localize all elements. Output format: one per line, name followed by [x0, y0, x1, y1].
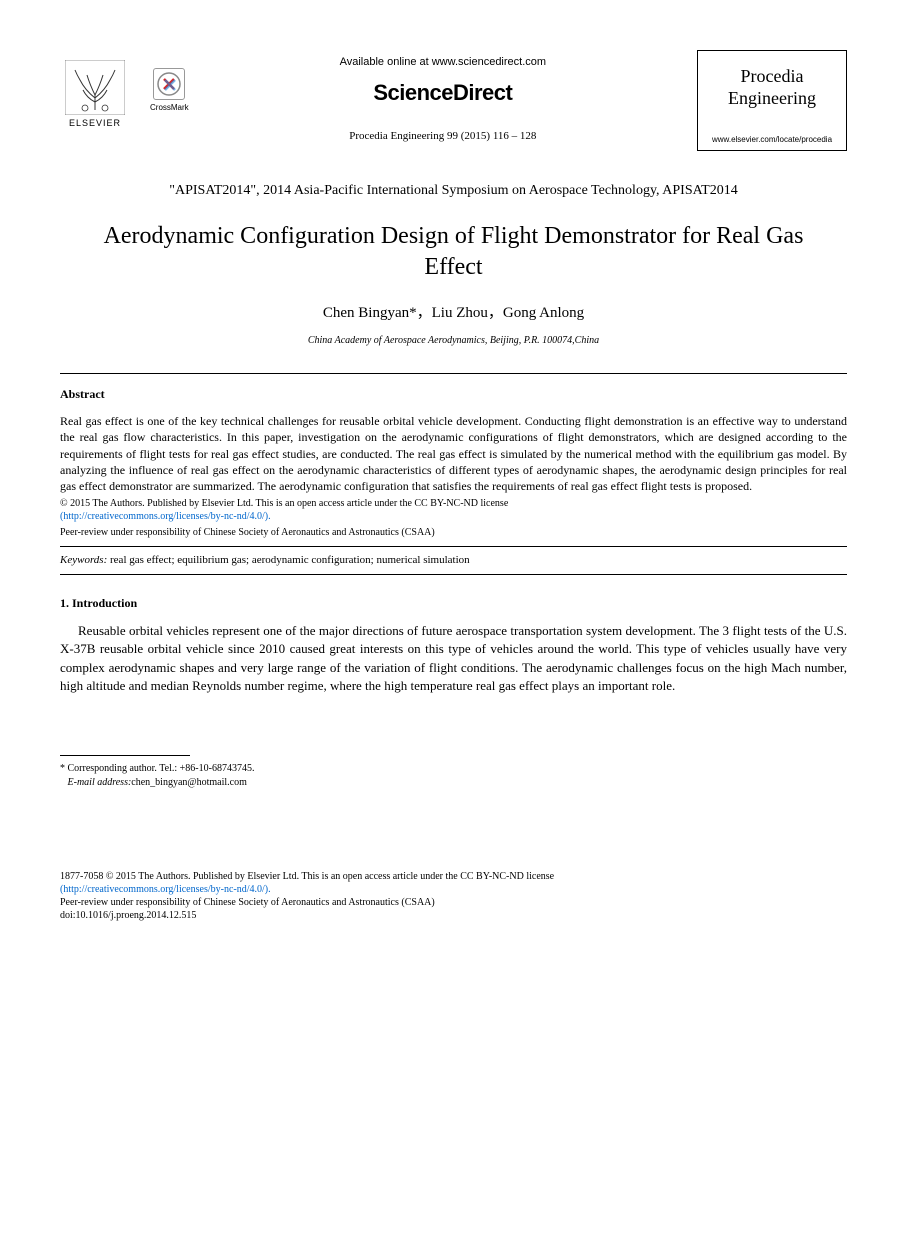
corresponding-author-footnote: * Corresponding author. Tel.: +86-10-687…: [60, 762, 847, 790]
footnote-separator: [60, 755, 190, 756]
footer-peer-review: Peer-review under responsibility of Chin…: [60, 896, 847, 909]
sciencedirect-logo: ScienceDirect: [189, 78, 697, 109]
center-header: Available online at www.sciencedirect.co…: [189, 50, 697, 145]
crossmark-icon: [153, 68, 185, 100]
authors-list: Chen Bingyan*，Liu Zhou，Gong Anlong: [60, 303, 847, 324]
citation-text: Procedia Engineering 99 (2015) 116 – 128: [189, 129, 697, 144]
available-online-text: Available online at www.sciencedirect.co…: [189, 55, 697, 70]
footer-license-link[interactable]: (http://creativecommons.org/licenses/by-…: [60, 883, 847, 896]
introduction-heading: 1. Introduction: [60, 595, 847, 612]
elsevier-tree-icon: [65, 60, 125, 115]
divider: [60, 546, 847, 547]
keywords-text: real gas effect; equilibrium gas; aerody…: [107, 554, 469, 566]
paper-title: Aerodynamic Configuration Design of Flig…: [80, 221, 827, 283]
journal-url: www.elsevier.com/locate/procedia: [706, 134, 838, 145]
divider: [60, 574, 847, 575]
keywords-label: Keywords:: [60, 554, 107, 566]
conference-name: "APISAT2014", 2014 Asia-Pacific Internat…: [100, 181, 807, 201]
corresponding-author-line: * Corresponding author. Tel.: +86-10-687…: [60, 762, 847, 776]
abstract-text: Real gas effect is one of the key techni…: [60, 413, 847, 494]
license-link[interactable]: (http://creativecommons.org/licenses/by-…: [60, 510, 847, 524]
affiliation: China Academy of Aerospace Aerodynamics,…: [60, 334, 847, 348]
footer-doi: doi:10.1016/j.proeng.2014.12.515: [60, 909, 847, 922]
crossmark-badge[interactable]: CrossMark: [150, 68, 189, 113]
crossmark-label: CrossMark: [150, 102, 189, 113]
email-address: chen_bingyan@hotmail.com: [131, 777, 247, 788]
footer-issn-line: 1877-7058 © 2015 The Authors. Published …: [60, 870, 847, 883]
peer-review-line: Peer-review under responsibility of Chin…: [60, 526, 847, 540]
elsevier-label: ELSEVIER: [69, 117, 121, 130]
page-footer: 1877-7058 © 2015 The Authors. Published …: [60, 870, 847, 922]
elsevier-logo: ELSEVIER: [60, 50, 130, 130]
keywords-line: Keywords: real gas effect; equilibrium g…: [60, 553, 847, 568]
left-logo-group: ELSEVIER CrossMark: [60, 50, 189, 130]
email-line: E-mail address:chen_bingyan@hotmail.com: [60, 776, 847, 790]
copyright-line: © 2015 The Authors. Published by Elsevie…: [60, 497, 847, 510]
journal-box: Procedia Engineering www.elsevier.com/lo…: [697, 50, 847, 151]
introduction-text: Reusable orbital vehicles represent one …: [60, 622, 847, 695]
journal-name: Procedia Engineering: [706, 66, 838, 109]
divider: [60, 373, 847, 374]
email-label: E-mail address:: [68, 777, 132, 788]
abstract-heading: Abstract: [60, 386, 847, 403]
page-header: ELSEVIER CrossMark Available online at w…: [60, 50, 847, 151]
